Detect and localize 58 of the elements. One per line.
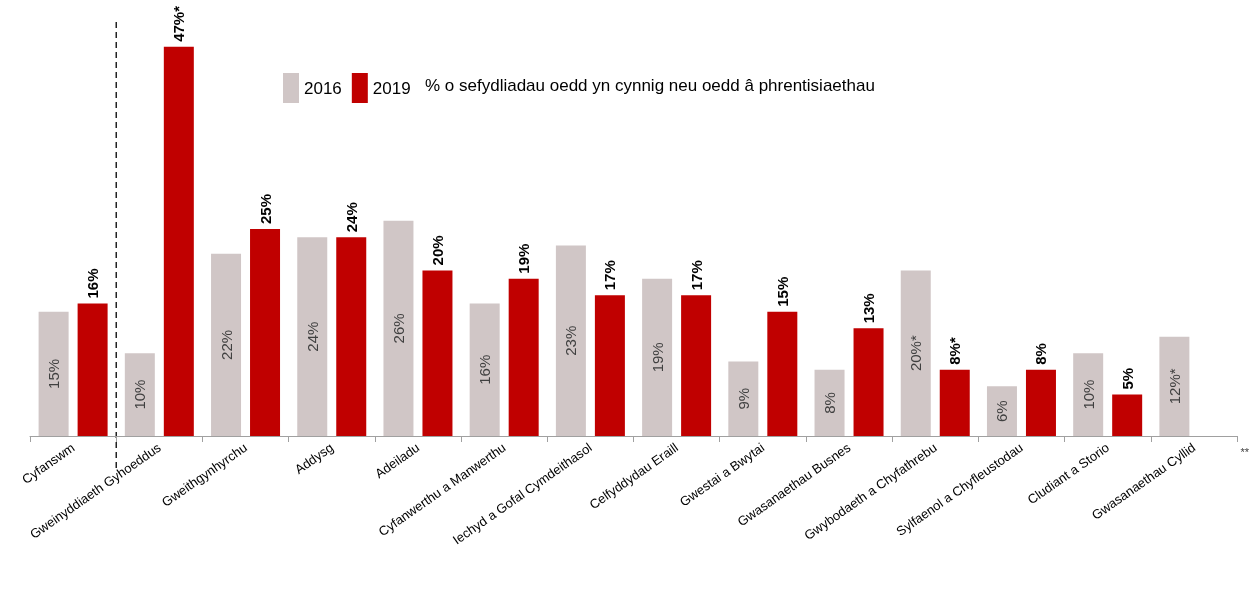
bar bbox=[1112, 394, 1143, 436]
bar bbox=[681, 295, 712, 436]
data-label: 8%* bbox=[946, 337, 964, 365]
data-label: 24% bbox=[303, 321, 321, 352]
bar bbox=[814, 369, 845, 436]
data-label: 5% bbox=[1118, 367, 1136, 390]
legend-label: 2019 bbox=[372, 78, 411, 98]
data-label: 19% bbox=[515, 243, 533, 274]
bar bbox=[250, 229, 281, 436]
bar bbox=[211, 253, 242, 436]
bar bbox=[163, 46, 194, 436]
data-label: 20%* bbox=[907, 335, 925, 372]
bar bbox=[297, 237, 328, 436]
data-label: 20% bbox=[428, 235, 446, 266]
bar bbox=[469, 303, 500, 436]
data-label: 19% bbox=[648, 342, 666, 373]
text: ** bbox=[1240, 445, 1250, 458]
data-label: 17% bbox=[687, 260, 705, 291]
bar bbox=[939, 369, 970, 436]
data-label: 8% bbox=[1032, 343, 1050, 365]
data-label: 24% bbox=[342, 202, 360, 233]
bar bbox=[555, 245, 586, 436]
bar bbox=[38, 311, 69, 436]
data-label: 15% bbox=[773, 276, 791, 307]
data-label: 15% bbox=[45, 358, 63, 389]
data-label: 26% bbox=[389, 313, 407, 344]
data-label: 6% bbox=[993, 400, 1011, 422]
bar bbox=[986, 386, 1017, 436]
bar bbox=[336, 237, 367, 436]
bar bbox=[642, 278, 673, 436]
data-label: 10% bbox=[131, 379, 149, 410]
data-label: 25% bbox=[256, 193, 274, 224]
data-label: 8% bbox=[821, 392, 839, 414]
bar bbox=[853, 328, 884, 436]
legend-label: 2016 bbox=[304, 78, 342, 98]
data-label: 17% bbox=[601, 260, 619, 291]
bar bbox=[383, 220, 414, 436]
data-label: 16% bbox=[476, 354, 494, 385]
data-label: 12%* bbox=[1165, 368, 1183, 405]
bar bbox=[900, 270, 931, 436]
bar bbox=[124, 353, 155, 436]
data-label: 16% bbox=[84, 268, 102, 299]
data-label: 13% bbox=[860, 293, 878, 324]
data-label: 22% bbox=[217, 329, 235, 360]
bar bbox=[767, 311, 798, 436]
bar bbox=[728, 361, 759, 436]
data-label: 47%* bbox=[170, 5, 188, 42]
data-label: 10% bbox=[1079, 379, 1097, 410]
data-label: 23% bbox=[562, 325, 580, 356]
bar bbox=[594, 295, 625, 436]
bar bbox=[422, 270, 453, 436]
bar bbox=[1073, 353, 1104, 436]
data-label: 9% bbox=[734, 387, 752, 410]
bar bbox=[1025, 369, 1056, 436]
bar bbox=[1159, 336, 1190, 436]
bar bbox=[77, 303, 108, 436]
text: % o sefydliadau oedd yn cynnig neu oedd â phrentisiaethau bbox=[425, 76, 875, 95]
bar bbox=[508, 278, 539, 436]
